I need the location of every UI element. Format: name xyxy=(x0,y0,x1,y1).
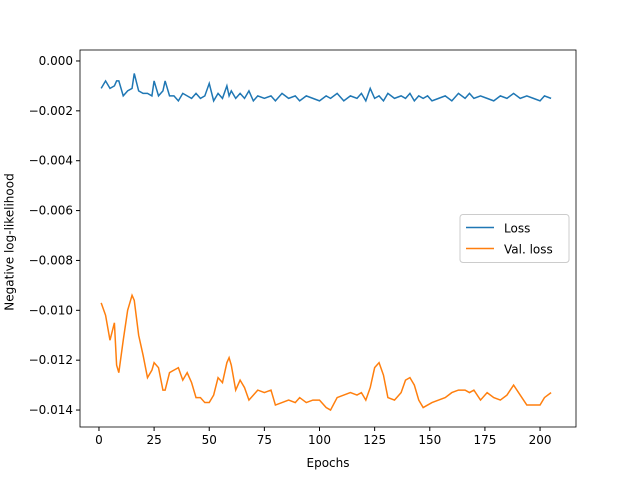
x-tick-label: 175 xyxy=(473,433,496,447)
legend-label: Loss xyxy=(504,222,530,236)
y-tick-label: −0.004 xyxy=(29,154,73,168)
y-tick-label: −0.002 xyxy=(29,104,73,118)
y-tick-label: −0.012 xyxy=(29,353,73,367)
y-tick-label: −0.006 xyxy=(29,204,73,218)
y-tick-label: −0.010 xyxy=(29,303,73,317)
x-tick-label: 25 xyxy=(146,433,161,447)
line xyxy=(100,293,552,412)
x-tick-label: 125 xyxy=(363,433,386,447)
legend-box xyxy=(459,214,570,263)
x-axis-label: Epochs xyxy=(307,456,350,470)
y-axis-label: Negative log-likelihood xyxy=(3,173,17,310)
x-tick-label: 150 xyxy=(418,433,441,447)
x-tick-label: 200 xyxy=(529,433,552,447)
plot-frame xyxy=(79,49,577,428)
y-tick-label: −0.008 xyxy=(29,253,73,267)
x-tick-label: 50 xyxy=(202,433,217,447)
legend-label: Val. loss xyxy=(504,243,553,257)
line xyxy=(100,73,552,103)
x-tick-label: 0 xyxy=(95,433,103,447)
x-tick-label: 100 xyxy=(308,433,331,447)
y-tick-label: 0.000 xyxy=(39,54,73,68)
y-tick-label: −0.014 xyxy=(29,403,73,417)
x-tick-label: 75 xyxy=(257,433,272,447)
